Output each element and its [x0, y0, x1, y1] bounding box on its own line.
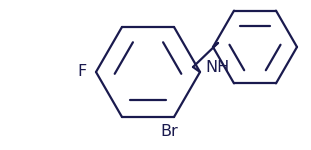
Text: NH: NH: [205, 60, 229, 75]
Text: Br: Br: [160, 124, 178, 139]
Text: F: F: [77, 64, 87, 80]
